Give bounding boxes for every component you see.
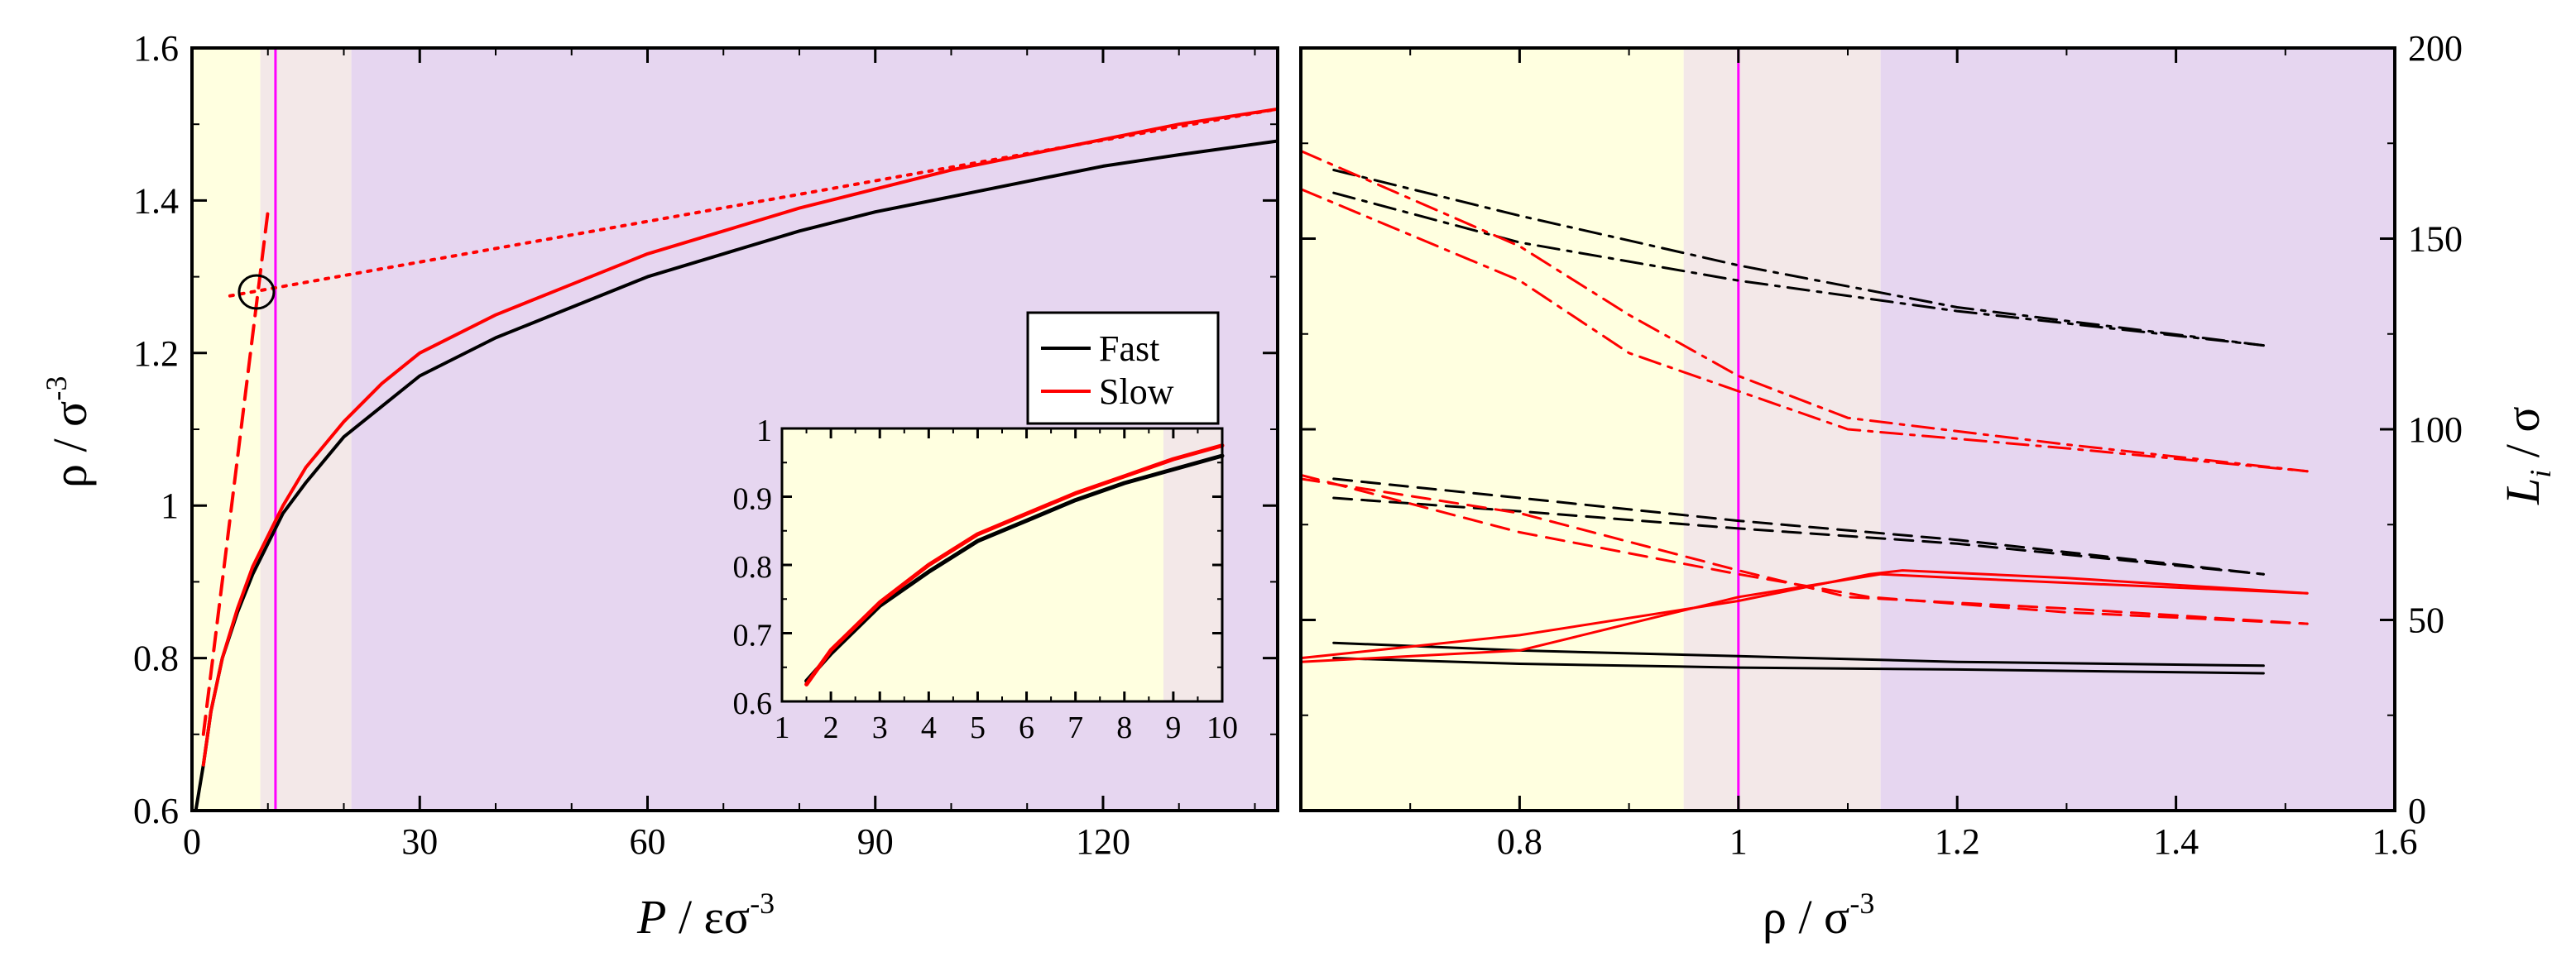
right-panel: 0.8 1 1.2 1.4 1.60 50 100 150 200 ρ / σ-3 Li / σ bbox=[1299, 28, 2557, 944]
x-tick-label: 30 bbox=[401, 821, 438, 862]
x-tick-label: 2 bbox=[823, 711, 839, 745]
x-tick-label: 5 bbox=[970, 711, 986, 745]
x-tick-label: 90 bbox=[857, 821, 894, 862]
legend-fast-label: Fast bbox=[1099, 328, 1159, 369]
y-tick-label: 150 bbox=[2408, 219, 2463, 260]
series-slow bbox=[201, 107, 1279, 767]
region-purple-2 bbox=[1880, 48, 2395, 811]
series-fast-l2-dashed-b bbox=[1332, 496, 2265, 576]
left-xlabel: P / εσ-3 bbox=[636, 887, 775, 944]
annotation-circle bbox=[237, 274, 276, 310]
y-tick-label: 50 bbox=[2408, 601, 2444, 641]
x-tick-label: 120 bbox=[1076, 821, 1130, 862]
x-tick-label: 60 bbox=[629, 821, 665, 862]
series-slow-l1-solid-b bbox=[1299, 572, 2309, 663]
x-tick-label: 9 bbox=[1165, 711, 1181, 745]
legend-slow-label: Slow bbox=[1099, 371, 1174, 412]
y-tick-label: 0.7 bbox=[733, 619, 773, 653]
series-fast-l2-dashed-a bbox=[1332, 477, 2265, 576]
region-yellow-0 bbox=[192, 48, 261, 811]
right-ylabel: Li / σ bbox=[2496, 406, 2557, 505]
y-tick-label: 1 bbox=[756, 414, 772, 448]
inset-ticks: 1 2 3 4 5 6 7 8 9 100.60.70.80.91 bbox=[733, 414, 1239, 745]
right-series bbox=[1299, 150, 2309, 675]
region-yellow-0 bbox=[782, 428, 1164, 701]
y-tick-label: 1.2 bbox=[133, 333, 179, 374]
x-tick-label: 1 bbox=[775, 711, 790, 745]
x-tick-label: 1.6 bbox=[2372, 821, 2418, 862]
left-ylabel: ρ / σ-3 bbox=[40, 376, 97, 488]
y-tick-label: 1.4 bbox=[133, 180, 179, 221]
y-tick-label: 200 bbox=[2408, 28, 2463, 69]
left-series bbox=[194, 107, 1279, 812]
series-fast bbox=[804, 453, 1225, 683]
series-fast-l3-dashdot-b bbox=[1332, 191, 2265, 347]
y-tick-label: 0.6 bbox=[733, 687, 773, 721]
inset-chart: 1 2 3 4 5 6 7 8 9 100.60.70.80.91 bbox=[733, 414, 1239, 745]
x-tick-label: 6 bbox=[1019, 711, 1034, 745]
inset-regions bbox=[782, 428, 1222, 701]
x-tick-label: 4 bbox=[921, 711, 937, 745]
series-fast-l3-dashdot-a bbox=[1332, 169, 2265, 347]
y-tick-label: 0.8 bbox=[133, 639, 179, 679]
x-tick-label: 10 bbox=[1206, 711, 1238, 745]
y-tick-label: 100 bbox=[2408, 409, 2463, 450]
left-ticks: 0 30 60 90 120 0.6 0.8 1 1.2 1.4 1.6 bbox=[133, 28, 1278, 862]
x-tick-label: 1.2 bbox=[1935, 821, 1980, 862]
series-dashed-tangent bbox=[201, 210, 270, 736]
y-tick-label: 1 bbox=[161, 486, 179, 526]
series-slow-l2-dashed-b bbox=[1299, 473, 2309, 625]
x-tick-label: 1.4 bbox=[2153, 821, 2199, 862]
inset-series bbox=[804, 443, 1225, 687]
right-regions bbox=[1301, 48, 2395, 811]
series-dotted-tangent bbox=[228, 107, 1279, 298]
y-tick-label: 1.6 bbox=[133, 28, 179, 69]
series-slow-l3-dashdot-b bbox=[1299, 188, 2309, 473]
right-xlabel: ρ / σ-3 bbox=[1763, 887, 1874, 944]
legend-box bbox=[1026, 311, 1220, 425]
x-tick-label: 8 bbox=[1116, 711, 1132, 745]
x-tick-label: 3 bbox=[872, 711, 888, 745]
y-tick-label: 0.9 bbox=[733, 482, 773, 517]
right-axes-frame bbox=[1299, 46, 2396, 812]
legend: Fast Slow bbox=[1026, 311, 1220, 425]
x-tick-label: 7 bbox=[1067, 711, 1083, 745]
x-tick-label: 0 bbox=[183, 821, 201, 862]
y-tick-label: 0.8 bbox=[733, 550, 773, 585]
series-slow-l2-dashed-a bbox=[1299, 477, 2309, 625]
left-axes-frame bbox=[190, 46, 1279, 812]
series-fast-l1-solid-b bbox=[1332, 657, 2265, 675]
x-tick-label: 1 bbox=[1729, 821, 1748, 862]
y-tick-label: 0 bbox=[2408, 791, 2426, 831]
y-tick-label: 0.6 bbox=[133, 791, 179, 831]
region-yellow-0 bbox=[1301, 48, 1684, 811]
series-slow bbox=[804, 443, 1225, 687]
series-fast-l1-solid-a bbox=[1332, 641, 2265, 668]
inset-frame bbox=[780, 427, 1224, 703]
x-tick-label: 0.8 bbox=[1497, 821, 1542, 862]
series-slow-l1-solid-a bbox=[1299, 569, 2309, 660]
series-slow-l3-dashdot-a bbox=[1299, 150, 2309, 473]
